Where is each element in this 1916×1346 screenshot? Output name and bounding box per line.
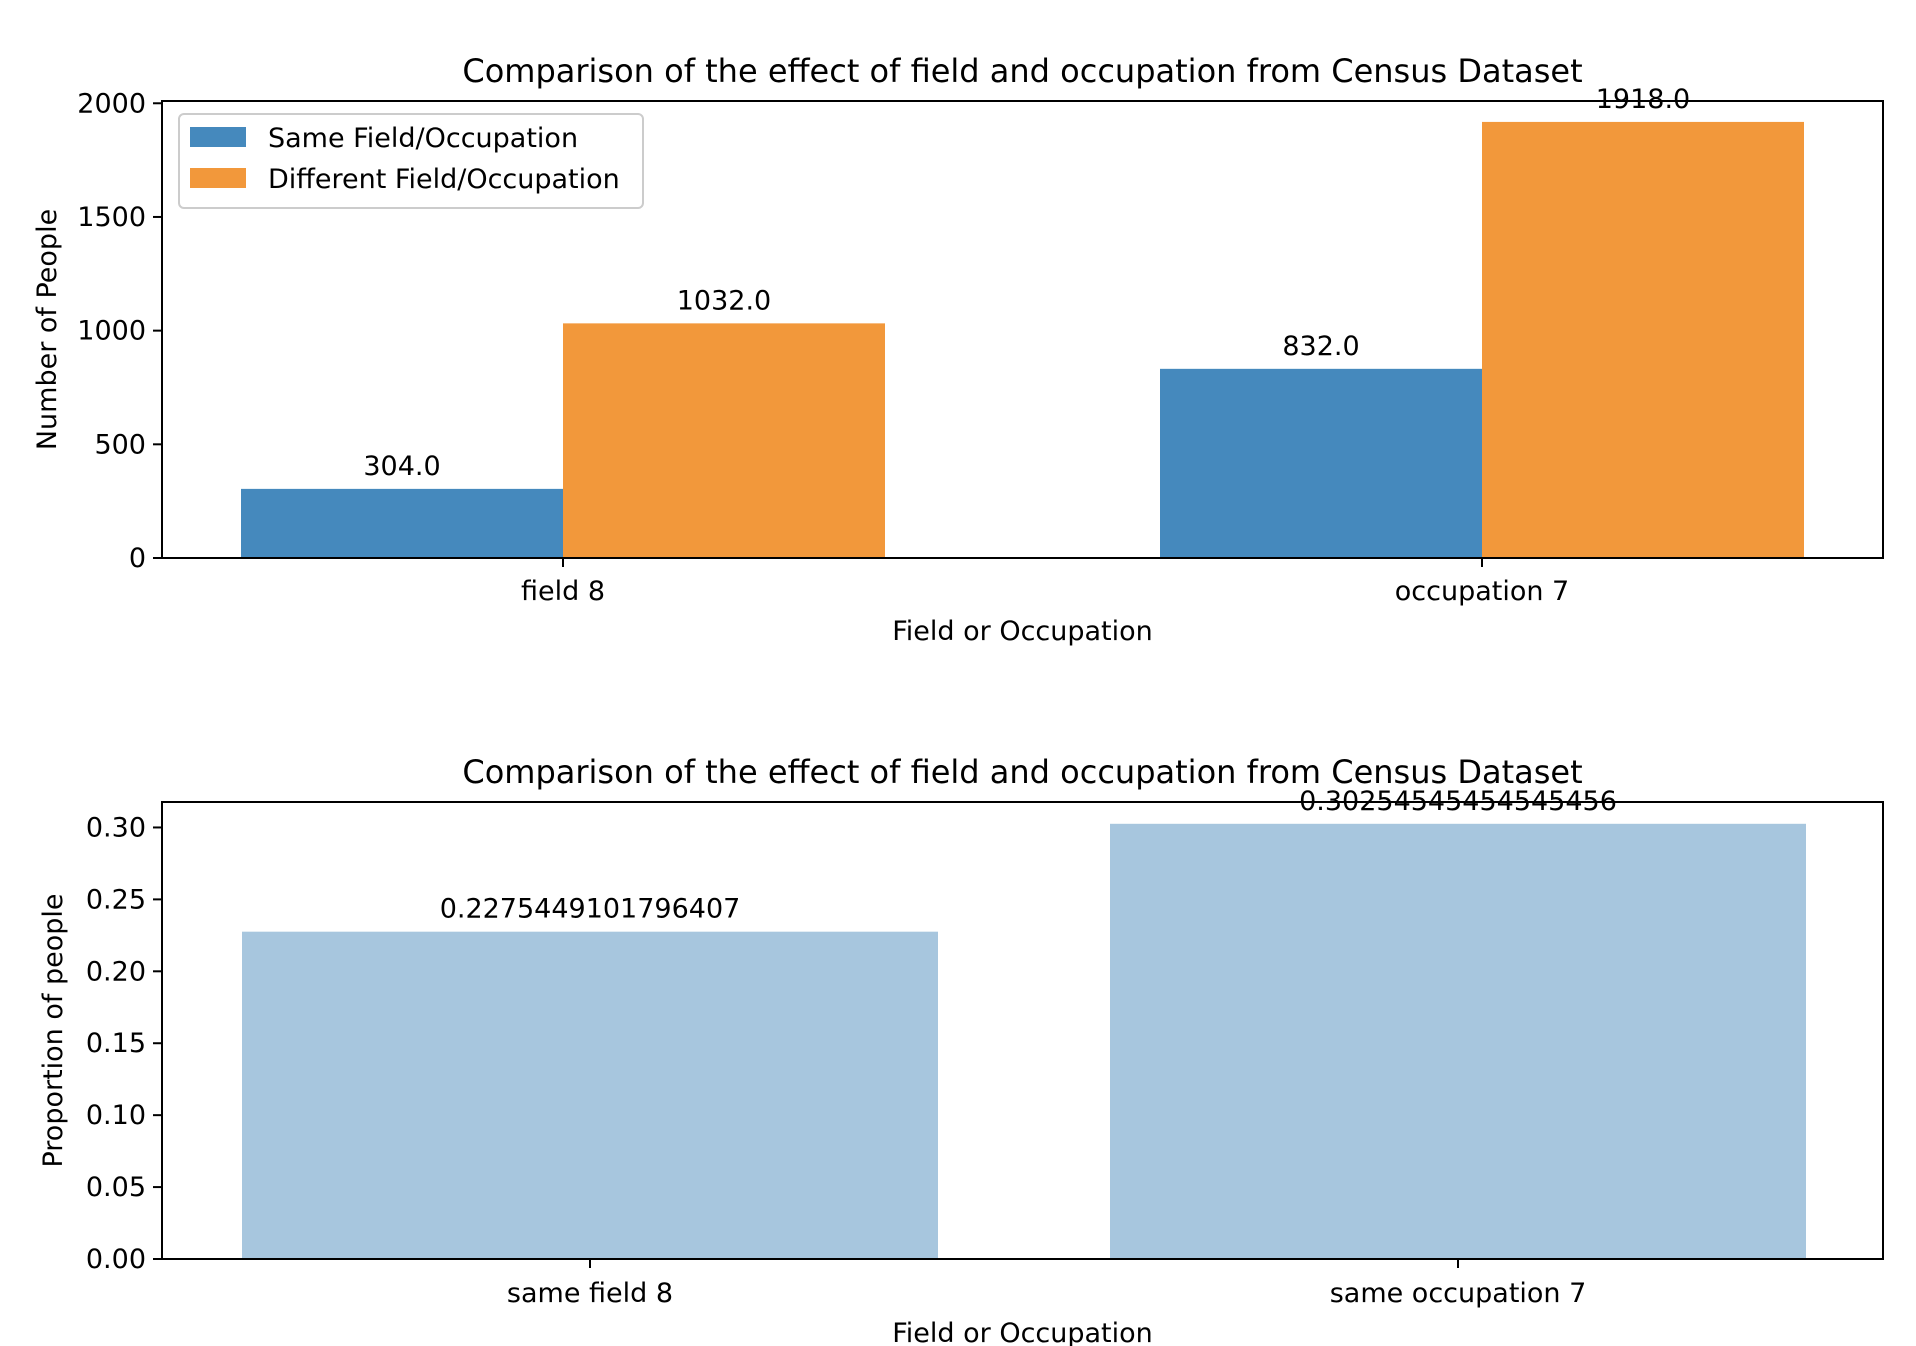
y-tick-label: 1000 bbox=[77, 316, 146, 347]
chart-panel-1: 304.0 832.0 1032.0 1918.0 0 500 1000 1500 2000 fi… bbox=[32, 52, 1884, 647]
data-label: 304.0 bbox=[363, 451, 440, 482]
data-label: 1032.0 bbox=[677, 285, 771, 316]
legend-swatch bbox=[190, 168, 246, 188]
x-axis-label: Field or Occupation bbox=[892, 616, 1153, 647]
chart-panel-2: 0.22754491017964070.302545454545454560.0… bbox=[38, 753, 1884, 1346]
x-tick-label: field 8 bbox=[521, 576, 605, 607]
x-tick-label: occupation 7 bbox=[1395, 576, 1570, 607]
x-axis-label: Field or Occupation bbox=[892, 1318, 1153, 1346]
chart-title: Comparison of the effect of field and oc… bbox=[462, 753, 1582, 791]
y-tick-label: 0.05 bbox=[86, 1172, 146, 1203]
y-tick-label: 0.25 bbox=[86, 884, 146, 915]
x-tick-label: same occupation 7 bbox=[1330, 1278, 1587, 1309]
bar bbox=[563, 323, 885, 558]
y-tick-label: 0.30 bbox=[86, 812, 146, 843]
y-tick-label: 1500 bbox=[77, 202, 146, 233]
y-tick-label: 500 bbox=[94, 429, 146, 460]
y-axis-label: Proportion of people bbox=[38, 893, 69, 1167]
y-axis-label: Number of People bbox=[32, 209, 63, 450]
legend: Same Field/Occupation Different Field/Occ… bbox=[178, 113, 644, 209]
chart-title: Comparison of the effect of field and oc… bbox=[462, 52, 1582, 90]
legend-label: Different Field/Occupation bbox=[268, 164, 620, 195]
legend-box bbox=[178, 113, 644, 209]
bar bbox=[242, 931, 938, 1259]
data-label: 1918.0 bbox=[1596, 84, 1690, 115]
data-label: 832.0 bbox=[1282, 331, 1359, 362]
y-tick-label: 0 bbox=[129, 543, 146, 574]
bar bbox=[241, 488, 563, 558]
y-tick-label: 2000 bbox=[77, 88, 146, 119]
bar bbox=[1110, 823, 1806, 1259]
y-tick-label: 0.10 bbox=[86, 1100, 146, 1131]
data-label: 0.2275449101796407 bbox=[440, 894, 741, 925]
legend-swatch bbox=[190, 127, 246, 147]
bar bbox=[1160, 368, 1482, 558]
y-tick-label: 0.00 bbox=[86, 1244, 146, 1275]
axes-frame bbox=[161, 801, 1884, 1260]
y-tick-label: 0.15 bbox=[86, 1028, 146, 1059]
legend-label: Same Field/Occupation bbox=[268, 123, 578, 154]
axes-frame bbox=[161, 100, 1884, 559]
y-tick-label: 0.20 bbox=[86, 956, 146, 987]
x-tick-label: same field 8 bbox=[507, 1278, 673, 1309]
bar bbox=[1482, 121, 1804, 558]
